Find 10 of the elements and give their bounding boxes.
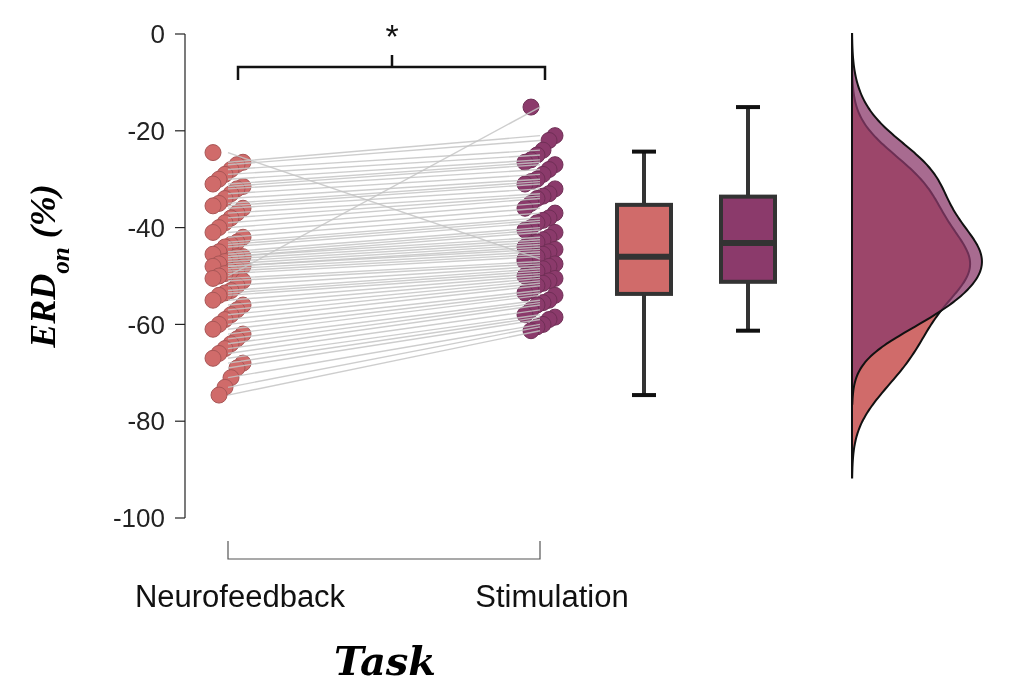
annotation: * [385,17,399,55]
y-tick-label: -40 [127,212,165,243]
y-tick-label: 0 [150,19,165,50]
x-tick-label: Neurofeedback [134,579,346,614]
y-tick-label: -60 [127,309,165,340]
y-tick-label: -100 [112,503,165,534]
x-tick-label: Stimulation [475,579,629,614]
x-axis-title: Task [333,637,437,684]
y-tick-label: -80 [127,406,165,437]
y-tick-label: -20 [127,115,165,146]
